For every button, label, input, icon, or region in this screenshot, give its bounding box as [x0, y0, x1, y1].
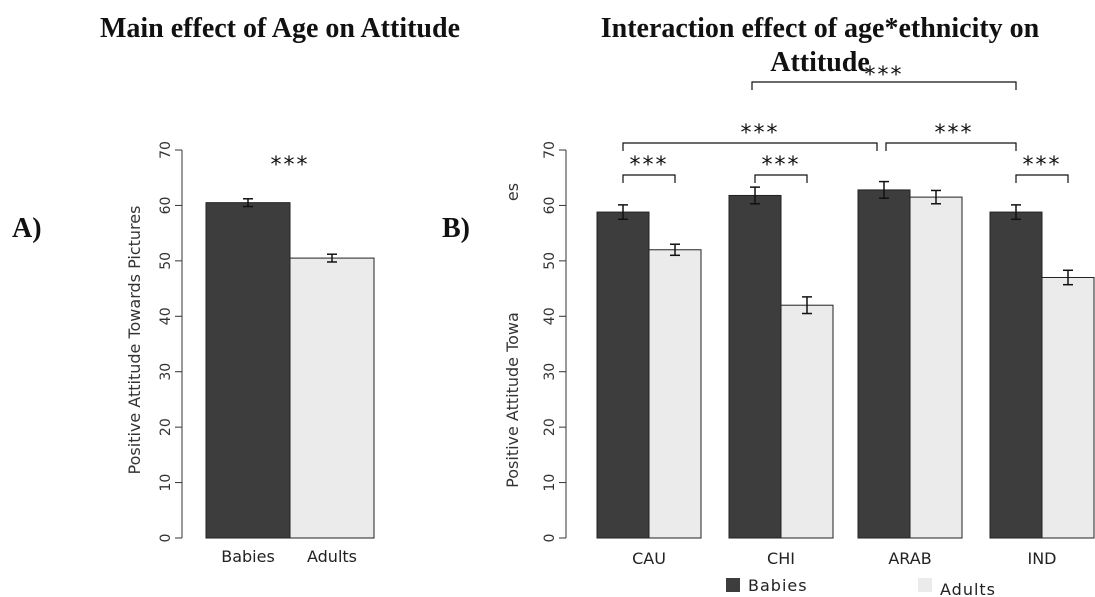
chart-b-x-tick-label: CHI — [767, 549, 795, 568]
chart-b-bracket-cau — [622, 174, 676, 183]
chart-b-y-axis-label: Positive Attitude Towa — [503, 312, 522, 488]
chart-b-error-bar — [1011, 204, 1021, 221]
chart-b-significance-chi-ind: *** — [865, 63, 904, 88]
chart-a-error-bar — [327, 253, 337, 263]
chart-b-error-bar — [670, 243, 680, 257]
chart-a-y-tick-label: 20 — [158, 418, 174, 436]
chart-b-y-axis-label-fragment: es — [503, 183, 522, 201]
chart-a-y-tick-label: 30 — [158, 363, 174, 381]
chart-b-x-tick-label: CAU — [632, 549, 666, 568]
chart-b-bar-ind-adults — [1041, 276, 1095, 539]
chart-b-significance-cau: *** — [630, 153, 669, 178]
chart-b-significance-cau-chi: *** — [741, 121, 780, 146]
chart-a-y-tick-label: 10 — [158, 474, 174, 492]
chart-a-y-tick-label: 0 — [158, 534, 174, 543]
chart-b-error-bar — [802, 296, 812, 315]
chart-b-y-tick-label: 0 — [542, 534, 558, 543]
chart-b-y-tick-label: 20 — [542, 418, 558, 436]
chart-b-y-tick-label: 40 — [542, 307, 558, 325]
chart-b-y-tick-label: 50 — [542, 252, 558, 270]
chart-b-y-tick-label: 70 — [542, 141, 558, 159]
chart-a-title: Main effect of Age on Attitude — [99, 13, 461, 44]
chart-a-error-bar — [243, 198, 253, 208]
chart-b-bar-cau-babies — [596, 211, 650, 539]
chart-b-y-tick-label: 60 — [542, 197, 558, 215]
chart-b-error-bar — [1063, 269, 1073, 286]
chart-a-significance-stars: *** — [271, 153, 310, 178]
chart-b-bar-arab-adults — [909, 196, 963, 539]
chart-b-legend-label-adults: Adults — [940, 580, 996, 597]
chart-a-y-tick-label: 40 — [158, 307, 174, 325]
chart-b-legend-label-babies: Babies — [748, 576, 808, 595]
chart-b-significance-chi: *** — [762, 153, 801, 178]
chart-b-legend-swatch-adults — [918, 578, 932, 592]
panel-label-a: A) — [12, 213, 42, 244]
chart-b-x-tick-label: ARAB — [888, 549, 931, 568]
chart-b-bar-cau-adults — [648, 249, 702, 539]
chart-a-y-tick-label: 60 — [158, 197, 174, 215]
chart-b-bracket-chi — [754, 174, 808, 183]
panel-label-b: B) — [442, 213, 470, 244]
chart-b-y-tick-label: 10 — [542, 474, 558, 492]
chart-b-significance-arab-ind: *** — [935, 121, 974, 146]
chart-a-y-axis-label: Positive Attitude Towards Pictures — [125, 206, 144, 475]
chart-b-y-tick-label: 30 — [542, 363, 558, 381]
chart-b-error-bar — [879, 180, 889, 199]
chart-b-bracket-ind — [1015, 174, 1069, 183]
chart-a-x-tick-label: Adults — [307, 547, 357, 566]
chart-b-x-tick-label: IND — [1027, 549, 1056, 568]
chart-b-error-bar — [750, 186, 760, 205]
chart-b-bracket-chi-ind — [751, 81, 1017, 90]
chart-b-bracket-cau-chi — [622, 142, 878, 151]
chart-a-y-tick-label: 70 — [158, 141, 174, 159]
chart-b-bar-arab-babies — [857, 189, 911, 539]
chart-b-error-bar — [618, 204, 628, 221]
chart-b-error-bar — [931, 189, 941, 205]
chart-b-significance-ind: *** — [1023, 153, 1062, 178]
chart-b-bar-chi-adults — [780, 304, 834, 539]
chart-b-legend-swatch-babies — [726, 578, 740, 592]
chart-a-y-tick-label: 50 — [158, 252, 174, 270]
chart-a-x-tick-label: Babies — [221, 547, 275, 566]
chart-b-bar-ind-babies — [989, 211, 1043, 539]
chart-b-title: Interaction effect of age*ethnicity on A… — [600, 13, 1040, 78]
chart-a-bar-babies — [205, 202, 291, 539]
chart-b-bracket-arab-ind — [885, 142, 1017, 151]
chart-b-bar-chi-babies — [728, 194, 782, 539]
